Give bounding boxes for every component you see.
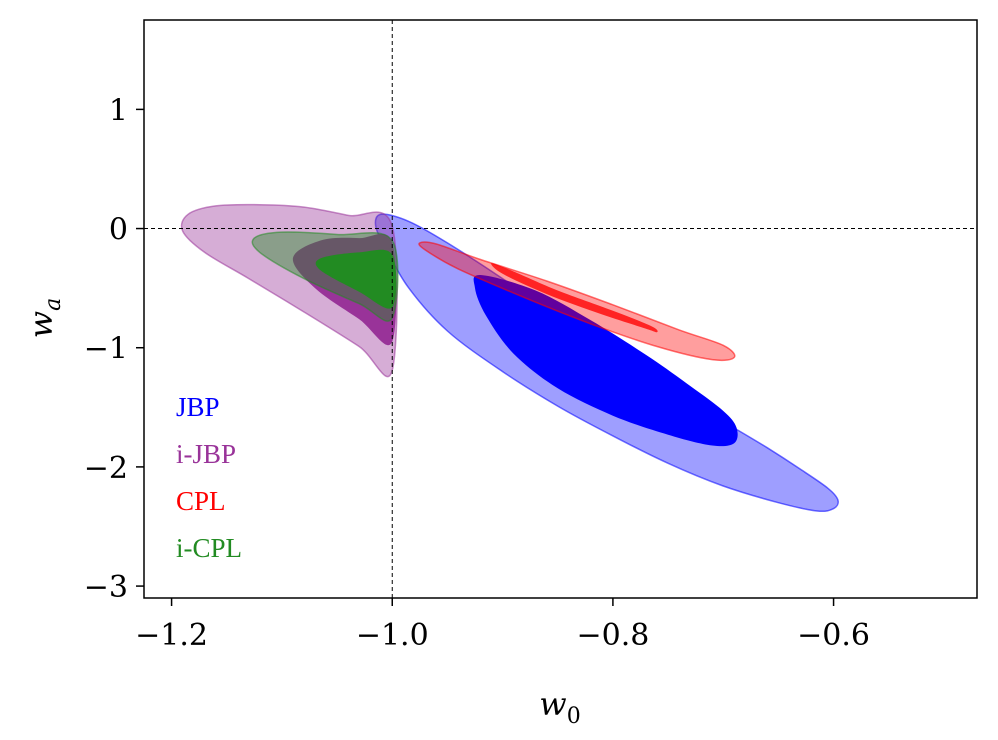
y-tick-label: −1	[84, 332, 128, 367]
legend: JBP i-JBP CPL i-CPL	[176, 392, 242, 563]
x-axis-label-main: w	[539, 685, 566, 723]
x-tick-label: −1.2	[135, 618, 208, 653]
contour-i-cpl-inner	[315, 249, 397, 309]
x-tick-label: −0.8	[576, 618, 649, 653]
y-axis-label-subscript: a	[41, 298, 66, 311]
x-axis-ticks: −1.2 −1.0 −0.8 −0.6	[135, 598, 870, 653]
y-tick-label: 0	[109, 213, 128, 248]
contour-jbp-inner	[473, 274, 738, 447]
x-axis-label-subscript: 0	[567, 704, 581, 729]
reference-lines	[144, 20, 977, 598]
legend-label-i-cpl: i-CPL	[176, 533, 242, 563]
plot-frame	[143, 19, 978, 599]
legend-label-cpl: CPL	[176, 486, 226, 516]
legend-label-jbp: JBP	[176, 392, 220, 422]
contour-cpl-inner	[491, 263, 658, 333]
x-axis-label: w0	[539, 685, 580, 729]
x-tick-label: −0.6	[797, 618, 870, 653]
y-axis-ticks: 1 0 −1 −2 −3	[84, 93, 144, 605]
y-tick-label: −3	[84, 570, 128, 605]
y-axis-label-main: w	[22, 311, 60, 338]
y-tick-label: 1	[109, 93, 128, 128]
y-axis-label: wa	[22, 298, 66, 339]
legend-label-i-jbp: i-JBP	[176, 439, 236, 469]
y-tick-label: −2	[84, 451, 128, 486]
x-tick-label: −1.0	[356, 618, 429, 653]
contour-layer	[180, 203, 839, 513]
